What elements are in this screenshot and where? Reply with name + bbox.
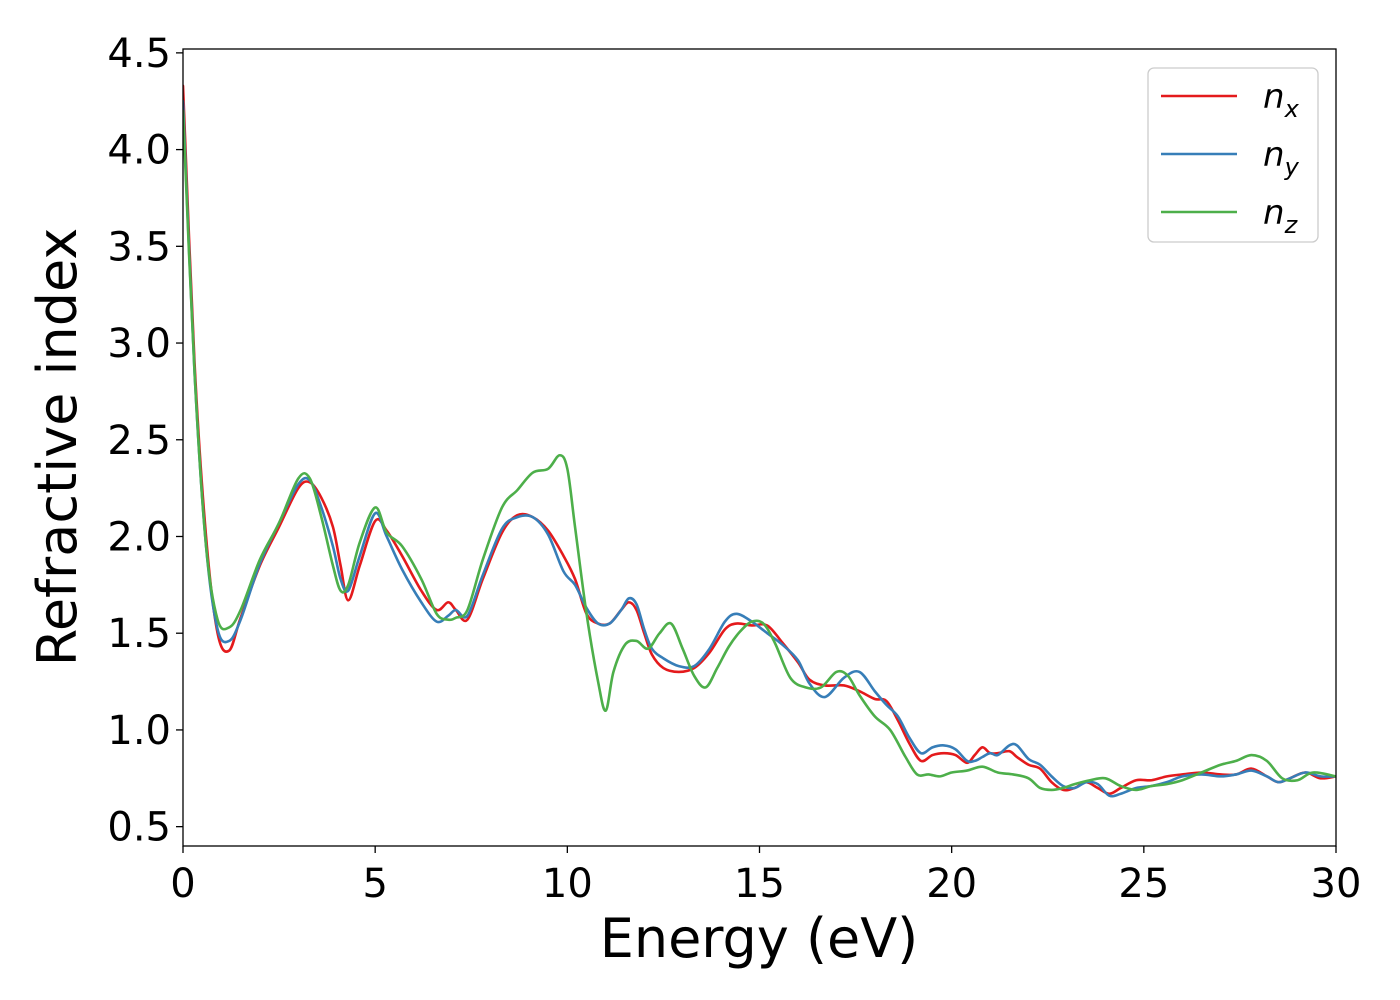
x-tick-label: 25 — [1118, 861, 1169, 907]
x-tick-label: 0 — [170, 861, 195, 907]
x-tick-label: 30 — [1311, 861, 1362, 907]
x-axis-label: Energy (eV) — [600, 907, 919, 970]
y-tick-label: 1.0 — [107, 708, 171, 754]
y-tick-label: 1.5 — [107, 611, 171, 657]
x-tick-label: 10 — [542, 861, 593, 907]
legend-label: ny — [1263, 135, 1300, 181]
x-tick-label: 5 — [362, 861, 387, 907]
y-tick-label: 4.0 — [107, 128, 171, 174]
y-tick-label: 2.5 — [107, 418, 171, 464]
y-axis: 0.5 1.0 1.5 2.0 2.5 3.0 3.5 4.0 4.5 — [107, 31, 183, 851]
x-axis: 0 5 10 15 20 25 30 — [170, 846, 1361, 907]
series-line-n-y — [183, 99, 1336, 798]
legend-label: nx — [1263, 77, 1300, 123]
y-tick-label: 4.5 — [107, 31, 171, 77]
series-layer — [183, 84, 1336, 798]
series-line-n-z — [183, 109, 1336, 792]
x-tick-label: 20 — [926, 861, 977, 907]
legend-label: nz — [1263, 193, 1299, 239]
y-tick-label: 3.5 — [107, 224, 171, 270]
x-tick-label: 15 — [734, 861, 785, 907]
y-tick-label: 0.5 — [107, 805, 171, 851]
y-tick-label: 3.0 — [107, 321, 171, 367]
legend: nx ny nz — [1147, 67, 1319, 243]
y-tick-label: 2.0 — [107, 514, 171, 560]
y-axis-label: Refractive index — [26, 228, 89, 667]
